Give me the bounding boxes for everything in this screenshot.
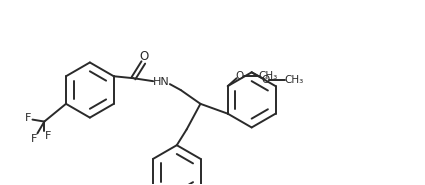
Text: O: O (261, 75, 269, 85)
Text: F: F (26, 113, 32, 123)
Text: HN: HN (153, 77, 170, 87)
Text: CH₃: CH₃ (284, 75, 303, 85)
Text: CH₃: CH₃ (258, 71, 278, 81)
Text: F: F (31, 134, 38, 144)
Text: O: O (140, 50, 149, 63)
Text: O: O (235, 71, 244, 81)
Text: F: F (45, 131, 51, 141)
